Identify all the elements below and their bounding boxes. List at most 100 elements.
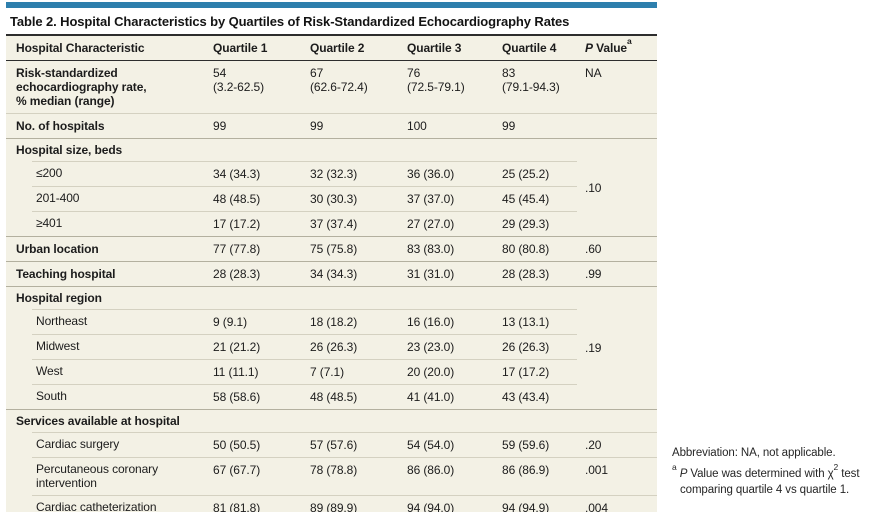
value-cell: 30 (30.3) [303,186,400,211]
row-label-cell: Urban location [6,236,206,261]
value-cell: 36 (36.0) [400,161,495,186]
section-row: Hospital size, beds .10 [6,138,657,195]
value-cell: 83 (79.1-94.3) [502,66,560,94]
value-cell: 100 [400,113,495,138]
value-cell: 86 (86.0) [400,457,495,495]
table-row: Cardiac catheterization 81 (81.8) 89 (89.9… [6,495,657,512]
row-label-cell: Cardiac catheterization [6,495,206,512]
footnote-a-marker: a [672,461,677,472]
value-cell: 76 (72.5-79.1) [407,66,465,94]
value-cell: 48 (48.5) [206,186,303,211]
row-label-cell: Northeast [6,309,206,334]
value-cell: 54 (3.2-62.5) [213,66,265,94]
value-cell: 57 (57.6) [303,432,400,457]
value-cell: 75 (75.8) [303,236,400,261]
value-cell: 26 (26.3) [303,334,400,359]
table-row: No. of hospitals 99 99 100 99 [6,113,657,138]
value-cell: 27 (27.0) [400,211,495,236]
p-value-cell: NA [585,66,602,80]
p-value-cell [577,409,657,432]
value-cell: 94 (94.0) [400,495,495,512]
value-cell: 99 [206,113,303,138]
table-title: Table 2. Hospital Characteristics by Qua… [10,14,570,29]
table-row: ≤200 34 (34.3) 32 (32.3) 36 (36.0) 25 (25.2) [6,161,657,186]
value-cell: 34 (34.3) [303,261,400,286]
value-cell: 13 (13.1) [495,309,577,334]
value-cell: 20 (20.0) [400,359,495,384]
col-header-p-value: P Valuea [577,34,657,61]
section-row: Hospital region .19 [6,286,657,355]
row-label-cell: Percutaneous coronary intervention [6,457,206,495]
row-label-cell: 201-400 [6,186,206,211]
value-cell: 9 (9.1) [206,309,303,334]
p-value-label-rest: Value [592,41,627,55]
footnotes: Abbreviation: NA, not applicable. a P Va… [672,446,884,498]
table-row: Northeast 9 (9.1) 18 (18.2) 16 (16.0) 13 (13… [6,309,657,334]
footnote-a-italic-p: P [679,468,688,481]
value-cell: 48 (48.5) [303,384,400,409]
value-cell: 37 (37.0) [400,186,495,211]
value-cell: 77 (77.8) [206,236,303,261]
value-cell: 37 (37.4) [303,211,400,236]
p-value-cell [577,113,657,138]
table-row: Percutaneous coronary intervention 67 (67… [6,457,657,495]
row-label-cell: Cardiac surgery [6,432,206,457]
footnote-a-text-2: test comparing quartile 4 vs quartile 1. [680,468,860,496]
row-label-cell: Midwest [6,334,206,359]
value-cell: 32 (32.3) [303,161,400,186]
value-cell: 83 (83.0) [400,236,495,261]
value-cell: 94 (94.9) [495,495,577,512]
value-cell: 99 [303,113,400,138]
value-cell: 25 (25.2) [495,161,577,186]
p-value-cell: .20 [577,432,657,457]
table-row: Midwest 21 (21.2) 26 (26.3) 23 (23.0) 26 (26… [6,334,657,359]
p-value-cell: .19 [577,286,657,409]
p-value-cell: .60 [577,236,657,261]
table-row: 201-400 48 (48.5) 30 (30.3) 37 (37.0) 45 (45… [6,186,657,211]
value-cell: 31 (31.0) [400,261,495,286]
value-cell: 54 (54.0) [400,432,495,457]
row-label-cell: Risk-standardized echocardiography rate,%… [16,66,147,108]
value-cell: 50 (50.5) [206,432,303,457]
accent-bar [6,2,657,8]
p-value-cell: .99 [577,261,657,286]
value-cell: 41 (41.0) [400,384,495,409]
value-cell: 34 (34.3) [206,161,303,186]
p-value-cell: .004 [577,495,657,512]
value-cell: 43 (43.4) [495,384,577,409]
value-cell: 59 (59.6) [495,432,577,457]
value-cell: 7 (7.1) [303,359,400,384]
footnote-a-text-1: Value was determined with χ [687,468,834,481]
footnote-a-chi-exponent: 2 [833,461,839,472]
table-row: Urban location 77 (77.8) 75 (75.8) 83 (83.0… [6,236,657,261]
value-cell: 11 (11.1) [206,359,303,384]
row-label-cell: South [6,384,206,409]
table-row: Teaching hospital 28 (28.3) 34 (34.3) 31 (3… [6,261,657,286]
table-row: ≥401 17 (17.2) 37 (37.4) 27 (27.0) 29 (29.3) [6,211,657,236]
col-header-hospital-characteristic: Hospital Characteristic [6,34,206,61]
p-value-italic-p: P [585,41,593,55]
row-label-cell: ≤200 [6,161,206,186]
row-label-cell: ≥401 [6,211,206,236]
footnote-a: a P Value was determined with χ2 test co… [672,462,884,498]
value-cell: 29 (29.3) [495,211,577,236]
value-cell: 89 (89.9) [303,495,400,512]
value-cell: 17 (17.2) [495,359,577,384]
header-row: Hospital Characteristic Quartile 1 Quart… [6,34,657,61]
value-cell: 58 (58.6) [206,384,303,409]
section-label-cell: Services available at hospital [6,409,577,432]
value-cell: 67 (67.7) [206,457,303,495]
value-cell: 28 (28.3) [206,261,303,286]
col-header-quartile-4: Quartile 4 [495,34,577,61]
value-cell: 99 [495,113,577,138]
value-cell: 21 (21.2) [206,334,303,359]
p-value-superscript-a: a [627,36,632,46]
col-header-quartile-1: Quartile 1 [206,34,303,61]
col-header-quartile-2: Quartile 2 [303,34,400,61]
value-cell: 18 (18.2) [303,309,400,334]
value-cell: 67 (62.6-72.4) [310,66,368,94]
p-value-cell: .001 [577,457,657,495]
table-row: South 58 (58.6) 48 (48.5) 41 (41.0) 43 (43.4… [6,384,657,409]
p-value-cell: .10 [577,138,657,236]
